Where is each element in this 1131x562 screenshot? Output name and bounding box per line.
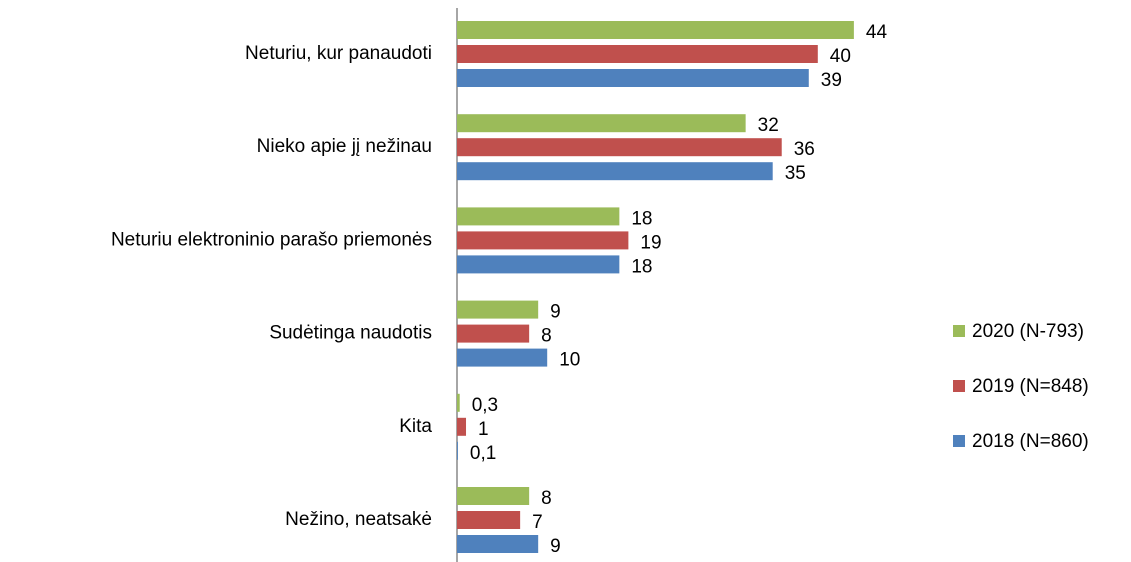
- bar: [457, 441, 458, 460]
- value-label: 19: [640, 232, 661, 253]
- bar: [457, 231, 629, 250]
- bar: [457, 255, 620, 274]
- bar: [457, 114, 746, 133]
- category-label: Nieko apie jį nežinau: [257, 136, 432, 157]
- value-label: 18: [631, 208, 652, 229]
- value-label: 32: [758, 115, 779, 136]
- bar: [457, 417, 467, 436]
- bar: [457, 45, 818, 63]
- value-label: 7: [532, 512, 543, 533]
- value-label: 8: [541, 488, 552, 509]
- bar: [457, 162, 773, 181]
- value-label: 0,1: [470, 443, 496, 464]
- bar: [457, 21, 854, 39]
- value-label: 18: [631, 256, 652, 277]
- bar: [457, 511, 521, 529]
- bar: [457, 69, 809, 87]
- value-label: 36: [794, 139, 815, 160]
- value-label: 44: [866, 22, 888, 43]
- legend-label: 2020 (N-793): [972, 321, 1084, 342]
- value-label: 8: [541, 326, 552, 347]
- value-label: 39: [821, 70, 842, 91]
- value-label: 0,3: [472, 395, 498, 416]
- category-label: Neturiu elektroninio parašo priemonės: [111, 229, 432, 250]
- legend-swatch: [953, 325, 965, 337]
- bar: [457, 535, 539, 553]
- value-label: 9: [550, 536, 561, 557]
- category-label: Sudėtinga naudotis: [269, 323, 432, 344]
- bar: [457, 138, 782, 157]
- bar: [457, 487, 530, 505]
- value-label: 40: [830, 46, 851, 67]
- bar: [457, 207, 620, 226]
- category-label: Kita: [399, 416, 432, 437]
- category-label: Neturiu, kur panaudoti: [245, 43, 432, 64]
- value-label: 9: [550, 302, 561, 323]
- bar: [457, 300, 539, 319]
- value-label: 10: [559, 350, 580, 371]
- legend-label: 2019 (N=848): [972, 376, 1089, 397]
- legend-swatch: [953, 380, 965, 392]
- bar: [457, 348, 548, 367]
- bar: [457, 393, 460, 412]
- legend-label: 2018 (N=860): [972, 431, 1089, 452]
- legend-swatch: [953, 435, 965, 447]
- value-label: 1: [478, 419, 489, 440]
- value-label: 35: [785, 163, 806, 184]
- bar: [457, 324, 530, 343]
- category-label: Nežino, neatsakė: [285, 509, 432, 530]
